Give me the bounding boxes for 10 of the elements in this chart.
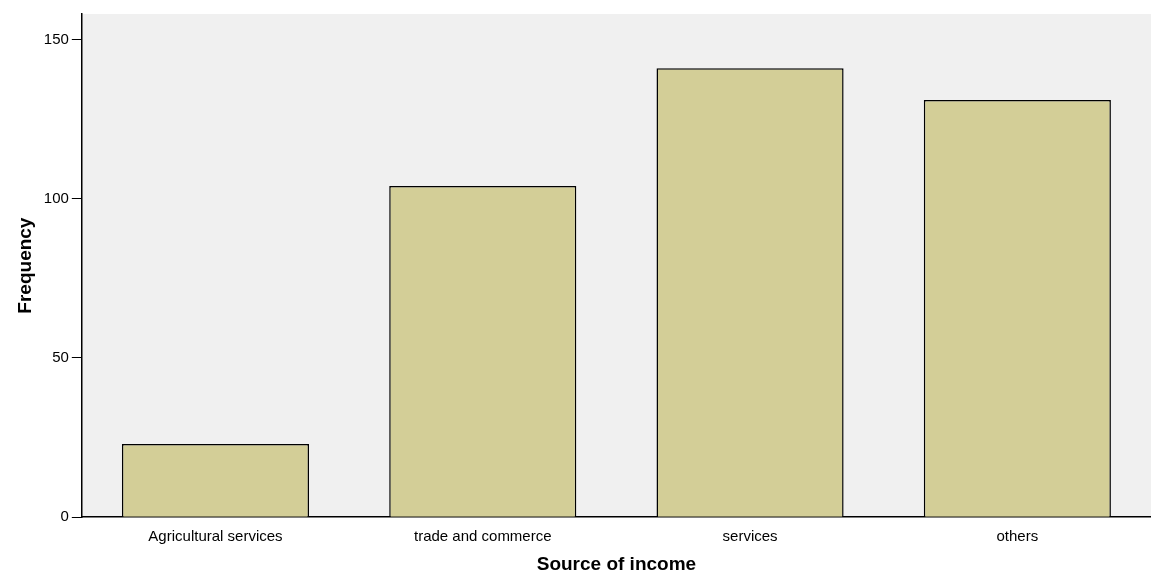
x-tick-label: others	[996, 527, 1039, 545]
x-tick-label: Agricultural services	[148, 527, 283, 545]
y-axis-title: Frequency	[13, 217, 35, 314]
y-tick-label: 150	[43, 29, 69, 47]
x-tick-label: services	[722, 527, 778, 545]
x-axis-title: Source of income	[536, 552, 697, 574]
y-tick-label: 100	[43, 188, 69, 206]
y-tick-label: 0	[60, 507, 69, 525]
x-tick-label: trade and commerce	[413, 527, 552, 545]
y-tick-label: 50	[52, 348, 69, 366]
